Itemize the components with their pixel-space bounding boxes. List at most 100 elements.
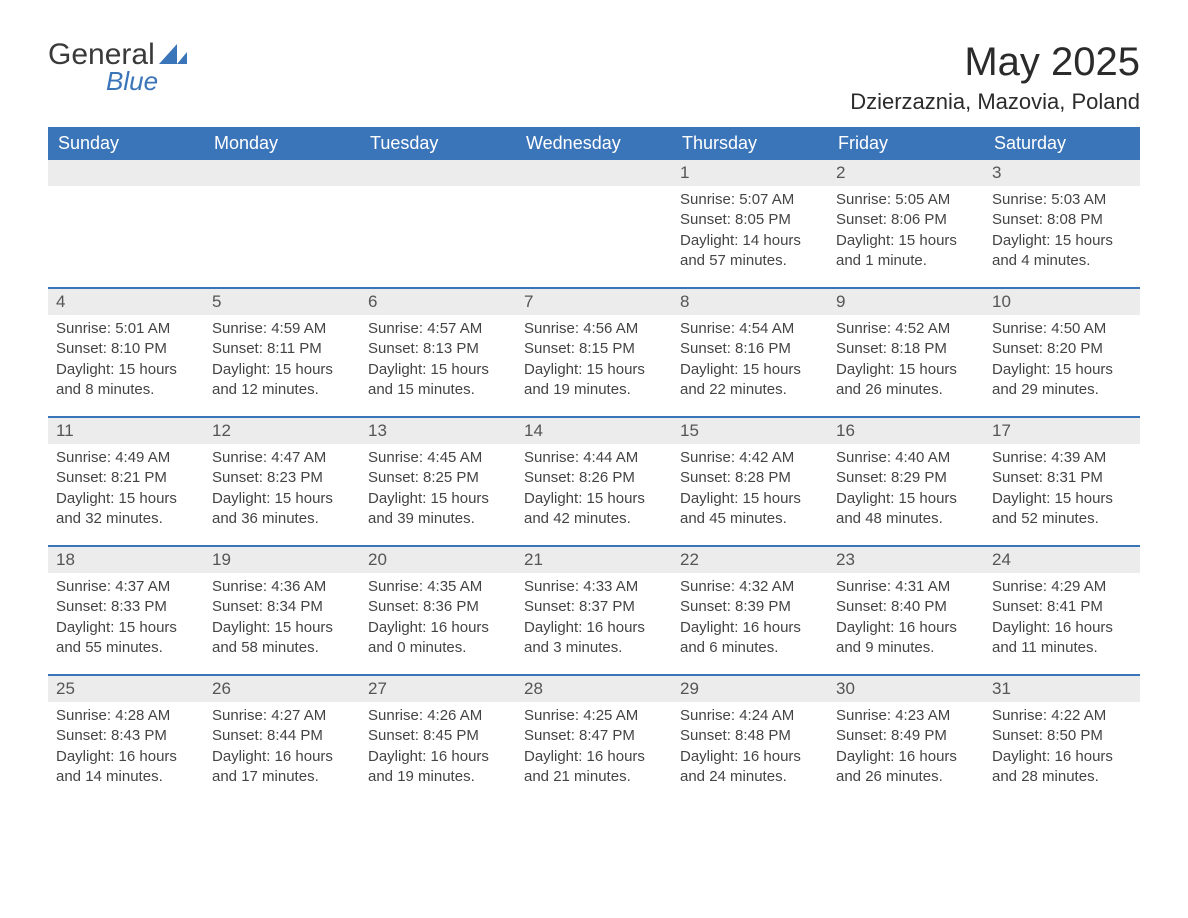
- sunset-text: Sunset: 8:25 PM: [368, 468, 508, 488]
- sunset-text: Sunset: 8:29 PM: [836, 468, 976, 488]
- day-cell: Sunrise: 4:35 AMSunset: 8:36 PMDaylight:…: [360, 573, 516, 674]
- sunset-text: Sunset: 8:10 PM: [56, 339, 196, 359]
- day-number: [360, 160, 516, 186]
- sunrise-text: Sunrise: 4:56 AM: [524, 319, 664, 339]
- day-cell: Sunrise: 4:32 AMSunset: 8:39 PMDaylight:…: [672, 573, 828, 674]
- sunset-text: Sunset: 8:37 PM: [524, 597, 664, 617]
- daylight-text: Daylight: 16 hours and 0 minutes.: [368, 618, 508, 659]
- daylight-text: Daylight: 15 hours and 55 minutes.: [56, 618, 196, 659]
- sunrise-text: Sunrise: 4:26 AM: [368, 706, 508, 726]
- day-cell: Sunrise: 4:44 AMSunset: 8:26 PMDaylight:…: [516, 444, 672, 545]
- day-number: 5: [204, 289, 360, 315]
- daylight-text: Daylight: 15 hours and 12 minutes.: [212, 360, 352, 401]
- sunset-text: Sunset: 8:13 PM: [368, 339, 508, 359]
- day-cell: Sunrise: 4:37 AMSunset: 8:33 PMDaylight:…: [48, 573, 204, 674]
- day-cell: Sunrise: 4:36 AMSunset: 8:34 PMDaylight:…: [204, 573, 360, 674]
- sunrise-text: Sunrise: 5:01 AM: [56, 319, 196, 339]
- sunset-text: Sunset: 8:49 PM: [836, 726, 976, 746]
- dow-wednesday: Wednesday: [516, 127, 672, 160]
- day-cell: Sunrise: 4:49 AMSunset: 8:21 PMDaylight:…: [48, 444, 204, 545]
- day-cell: Sunrise: 4:52 AMSunset: 8:18 PMDaylight:…: [828, 315, 984, 416]
- day-number: [516, 160, 672, 186]
- daylight-text: Daylight: 15 hours and 48 minutes.: [836, 489, 976, 530]
- daylight-text: Daylight: 15 hours and 8 minutes.: [56, 360, 196, 401]
- sunrise-text: Sunrise: 4:39 AM: [992, 448, 1132, 468]
- day-number: 16: [828, 418, 984, 444]
- sunrise-text: Sunrise: 4:57 AM: [368, 319, 508, 339]
- sunset-text: Sunset: 8:40 PM: [836, 597, 976, 617]
- day-cell: Sunrise: 4:40 AMSunset: 8:29 PMDaylight:…: [828, 444, 984, 545]
- day-cell: Sunrise: 4:50 AMSunset: 8:20 PMDaylight:…: [984, 315, 1140, 416]
- day-cell: [48, 186, 204, 287]
- day-cell: [516, 186, 672, 287]
- sunset-text: Sunset: 8:23 PM: [212, 468, 352, 488]
- sunset-text: Sunset: 8:15 PM: [524, 339, 664, 359]
- day-number-row: 45678910: [48, 289, 1140, 315]
- sunrise-text: Sunrise: 4:23 AM: [836, 706, 976, 726]
- day-number: 7: [516, 289, 672, 315]
- daylight-text: Daylight: 16 hours and 6 minutes.: [680, 618, 820, 659]
- daylight-text: Daylight: 15 hours and 26 minutes.: [836, 360, 976, 401]
- day-cell: Sunrise: 4:33 AMSunset: 8:37 PMDaylight:…: [516, 573, 672, 674]
- sunrise-text: Sunrise: 4:59 AM: [212, 319, 352, 339]
- dow-thursday: Thursday: [672, 127, 828, 160]
- sunrise-text: Sunrise: 4:31 AM: [836, 577, 976, 597]
- day-number: [48, 160, 204, 186]
- day-cell: [204, 186, 360, 287]
- dow-monday: Monday: [204, 127, 360, 160]
- sunset-text: Sunset: 8:18 PM: [836, 339, 976, 359]
- sunrise-text: Sunrise: 4:27 AM: [212, 706, 352, 726]
- sunrise-text: Sunrise: 4:37 AM: [56, 577, 196, 597]
- sunset-text: Sunset: 8:48 PM: [680, 726, 820, 746]
- daylight-text: Daylight: 15 hours and 52 minutes.: [992, 489, 1132, 530]
- sunrise-text: Sunrise: 4:50 AM: [992, 319, 1132, 339]
- day-content-row: Sunrise: 4:28 AMSunset: 8:43 PMDaylight:…: [48, 702, 1140, 803]
- day-number-row: 123: [48, 160, 1140, 186]
- day-number: 21: [516, 547, 672, 573]
- day-cell: Sunrise: 5:01 AMSunset: 8:10 PMDaylight:…: [48, 315, 204, 416]
- day-number: 12: [204, 418, 360, 444]
- sunset-text: Sunset: 8:05 PM: [680, 210, 820, 230]
- day-number: 30: [828, 676, 984, 702]
- day-cell: Sunrise: 4:57 AMSunset: 8:13 PMDaylight:…: [360, 315, 516, 416]
- day-number: 29: [672, 676, 828, 702]
- sunset-text: Sunset: 8:39 PM: [680, 597, 820, 617]
- week-row: 18192021222324Sunrise: 4:37 AMSunset: 8:…: [48, 545, 1140, 674]
- day-cell: Sunrise: 4:31 AMSunset: 8:40 PMDaylight:…: [828, 573, 984, 674]
- day-number-row: 18192021222324: [48, 547, 1140, 573]
- day-cell: Sunrise: 4:22 AMSunset: 8:50 PMDaylight:…: [984, 702, 1140, 803]
- location-label: Dzierzaznia, Mazovia, Poland: [850, 89, 1140, 115]
- day-number: 2: [828, 160, 984, 186]
- sunrise-text: Sunrise: 4:44 AM: [524, 448, 664, 468]
- sunset-text: Sunset: 8:33 PM: [56, 597, 196, 617]
- day-cell: Sunrise: 4:28 AMSunset: 8:43 PMDaylight:…: [48, 702, 204, 803]
- dow-tuesday: Tuesday: [360, 127, 516, 160]
- week-row: 45678910Sunrise: 5:01 AMSunset: 8:10 PMD…: [48, 287, 1140, 416]
- daylight-text: Daylight: 16 hours and 28 minutes.: [992, 747, 1132, 788]
- sunrise-text: Sunrise: 4:36 AM: [212, 577, 352, 597]
- day-number: 27: [360, 676, 516, 702]
- sunset-text: Sunset: 8:16 PM: [680, 339, 820, 359]
- sunrise-text: Sunrise: 4:35 AM: [368, 577, 508, 597]
- day-number: 15: [672, 418, 828, 444]
- day-cell: Sunrise: 4:59 AMSunset: 8:11 PMDaylight:…: [204, 315, 360, 416]
- sunrise-text: Sunrise: 5:03 AM: [992, 190, 1132, 210]
- daylight-text: Daylight: 15 hours and 22 minutes.: [680, 360, 820, 401]
- sunrise-text: Sunrise: 4:29 AM: [992, 577, 1132, 597]
- sunset-text: Sunset: 8:45 PM: [368, 726, 508, 746]
- daylight-text: Daylight: 16 hours and 11 minutes.: [992, 618, 1132, 659]
- daylight-text: Daylight: 15 hours and 39 minutes.: [368, 489, 508, 530]
- brand-mark-icon: [159, 44, 187, 64]
- daylight-text: Daylight: 16 hours and 17 minutes.: [212, 747, 352, 788]
- day-cell: [360, 186, 516, 287]
- day-cell: Sunrise: 4:39 AMSunset: 8:31 PMDaylight:…: [984, 444, 1140, 545]
- day-number: 22: [672, 547, 828, 573]
- sunrise-text: Sunrise: 4:45 AM: [368, 448, 508, 468]
- daylight-text: Daylight: 15 hours and 4 minutes.: [992, 231, 1132, 272]
- sunset-text: Sunset: 8:08 PM: [992, 210, 1132, 230]
- day-of-week-row: Sunday Monday Tuesday Wednesday Thursday…: [48, 127, 1140, 160]
- daylight-text: Daylight: 16 hours and 3 minutes.: [524, 618, 664, 659]
- day-number: 31: [984, 676, 1140, 702]
- day-cell: Sunrise: 5:03 AMSunset: 8:08 PMDaylight:…: [984, 186, 1140, 287]
- sunrise-text: Sunrise: 4:28 AM: [56, 706, 196, 726]
